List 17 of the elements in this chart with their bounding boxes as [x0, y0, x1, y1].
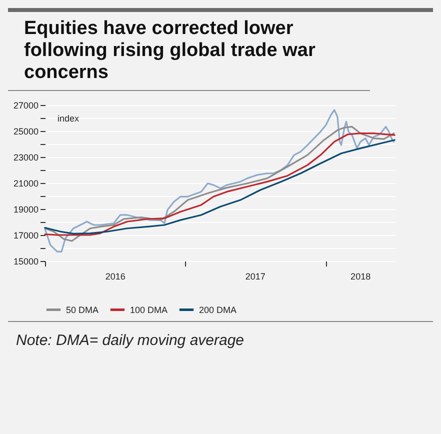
y-tick-label: 17000: [13, 230, 38, 240]
x-tick-label: 2016: [105, 272, 126, 282]
legend-label: 200 DMA: [199, 304, 237, 315]
y-tick-label: 21000: [13, 178, 38, 188]
y-tick-label: 25000: [13, 126, 38, 136]
text: Note: DMA= daily moving average: [16, 331, 246, 351]
line-series: [44, 109, 395, 252]
y-axis-title: index: [58, 114, 80, 124]
legend-label: 50 DMA: [66, 304, 99, 315]
y-tick-label: 27000: [13, 100, 38, 110]
x-tick-label: 2018: [350, 272, 371, 282]
legend-label: 100 DMA: [130, 304, 168, 315]
x-tick-label: 2017: [245, 272, 266, 282]
y-tick-label: 23000: [13, 152, 38, 162]
y-tick-label: 19000: [13, 204, 38, 214]
y-tick-label: 15000: [13, 256, 38, 266]
chart-title: Equities have corrected lower following rising global trade war concerns: [8, 12, 370, 91]
